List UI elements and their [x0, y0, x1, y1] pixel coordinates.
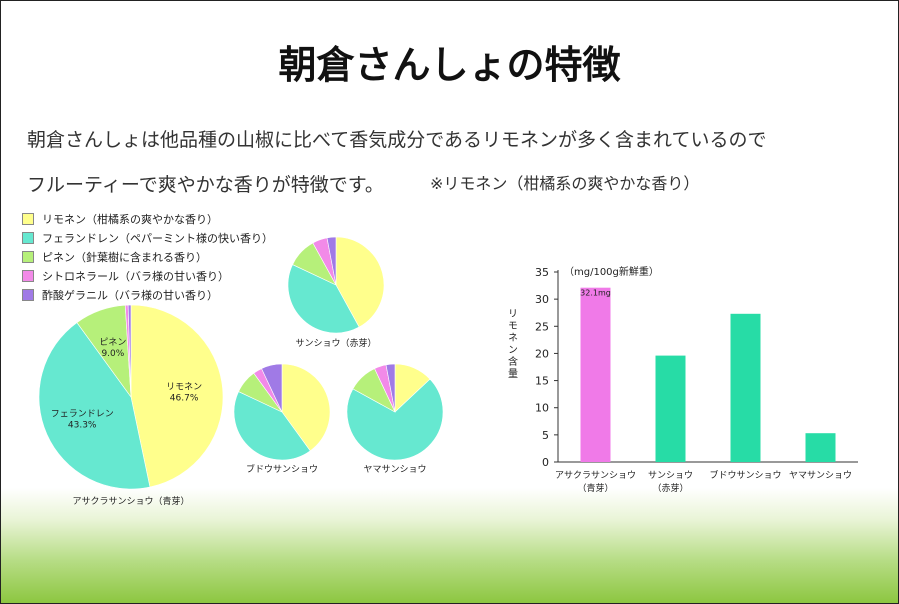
legend-item: ピネン（針葉樹に含まれる香り）	[22, 247, 273, 266]
pie-slice-value: 46.7%	[170, 394, 199, 404]
bar-y-tick-label: 15	[535, 375, 549, 388]
slide-title: 朝倉さんしょの特徴	[278, 42, 621, 87]
legend-swatch	[22, 269, 34, 282]
body-text-line-2: フルーティーで爽やかな香りが特徴です。	[27, 174, 384, 196]
pie-slice	[326, 236, 337, 286]
pie-slice-label: ピネン	[99, 337, 126, 348]
bar-data-label: 32.1mg	[580, 289, 611, 298]
pie-slice	[130, 304, 224, 488]
pie-slice	[233, 391, 311, 461]
bar	[805, 433, 836, 462]
legend-swatch	[22, 231, 34, 244]
pie-slice	[261, 363, 283, 413]
bar-y-tick-label: 0	[542, 456, 549, 469]
bar-category-label: アサクラサンショウ	[555, 470, 636, 481]
pie-slice-value: 9.0%	[101, 349, 124, 359]
pie-slice	[38, 322, 151, 490]
bar-category-label: ヤマサンショウ	[789, 470, 852, 481]
pie-slice	[385, 363, 396, 413]
bar	[580, 287, 611, 462]
pie-slice	[281, 363, 331, 452]
pie-slice	[287, 264, 360, 334]
bar-y-tick-label: 30	[535, 293, 549, 306]
pie-slice	[346, 378, 444, 461]
legend-label: シトロネラール（バラ様の甘い香り）	[42, 269, 229, 283]
body-note: ※リモネン（柑橘系の爽やかな香り）	[430, 174, 700, 193]
pie-chart-label: ヤマサンショウ	[363, 464, 426, 475]
pie-slice-label: リモネン	[166, 382, 202, 393]
bar-y-tick-label: 10	[535, 402, 549, 415]
bar-category-label: （青芽）	[577, 482, 613, 494]
legend-swatch	[22, 212, 34, 225]
legend-label: リモネン（柑橘系の爽やかな香り）	[42, 212, 218, 226]
legend-label: フェランドレン（ペパーミント様の快い香り）	[42, 231, 273, 245]
pie-slice-label: フェランドレン	[51, 409, 114, 420]
pie-chart-label: アサクラサンショウ（青芽）	[72, 495, 189, 507]
bar-y-axis-title: リモネン含量	[506, 308, 518, 380]
body-text-line-1: 朝倉さんしょは他品種の山椒に比べて香気成分であるリモネンが多く含まれているので	[27, 129, 767, 151]
legend-swatch	[22, 250, 34, 263]
legend-item: リモネン（柑橘系の爽やかな香り）	[22, 209, 273, 228]
bar-y-tick-label: 35	[535, 266, 549, 279]
pie-chart-label: ブドウサンショウ	[246, 463, 318, 475]
bar-category-label: サンショウ	[648, 470, 693, 481]
pie-slice	[335, 236, 385, 328]
pie-slice	[127, 304, 132, 398]
bar-category-label: （赤芽）	[652, 482, 688, 494]
legend-label: ピネン（針葉樹に含まれる香り）	[42, 250, 207, 264]
bar-y-tick-label: 20	[535, 347, 549, 360]
legend-label: 酢酸ゲラニル（バラ様の甘い香り）	[42, 288, 218, 302]
pie-chart-label: サンショウ（赤芽）	[295, 337, 376, 349]
legend-swatch	[22, 288, 34, 301]
legend-item: シトロネラール（バラ様の甘い香り）	[22, 266, 273, 285]
bar-y-tick-label: 25	[535, 320, 549, 333]
bar-category-label: ブドウサンショウ	[709, 469, 781, 481]
bar	[730, 313, 761, 462]
legend-item: フェランドレン（ペパーミント様の快い香り）	[22, 228, 273, 247]
bar	[655, 355, 686, 462]
pie-slice-value: 43.3%	[68, 421, 97, 431]
pie-legend: リモネン（柑橘系の爽やかな香り） フェランドレン（ペパーミント様の快い香り） ピ…	[22, 209, 273, 304]
bar-unit-label: （mg/100g新鮮重）	[564, 265, 659, 278]
legend-item: 酢酸ゲラニル（バラ様の甘い香り）	[22, 285, 273, 304]
bar-y-tick-label: 5	[542, 429, 549, 442]
